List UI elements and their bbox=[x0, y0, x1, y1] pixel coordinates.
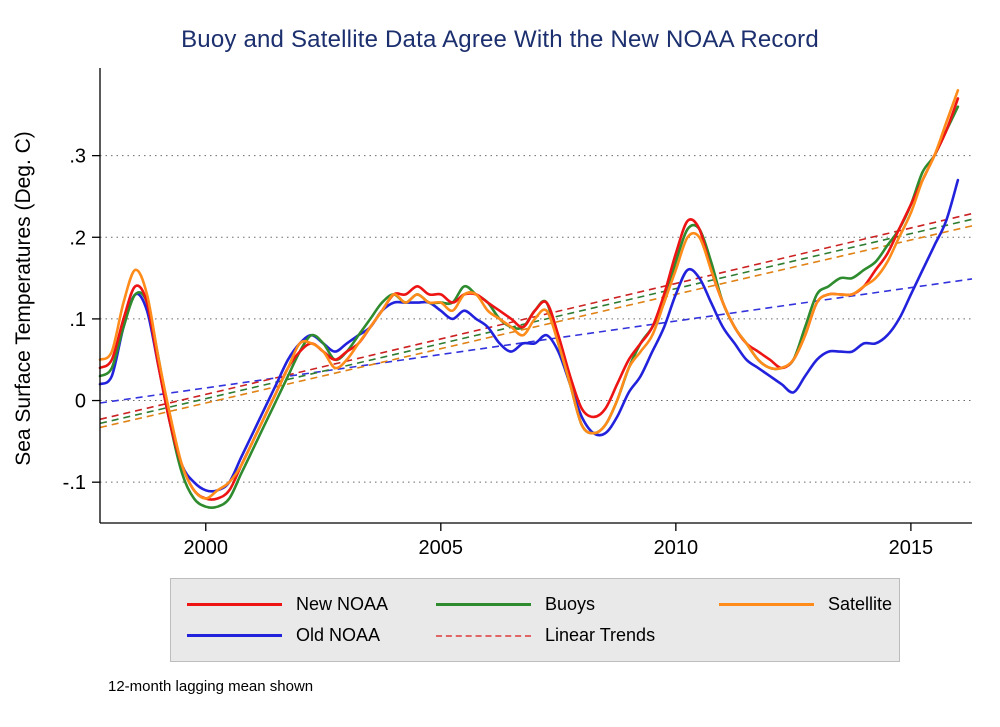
satellite-line-swatch bbox=[719, 603, 814, 606]
legend-item-old-noaa: Old NOAA bbox=[187, 625, 436, 646]
plot-area: -.1 0 .1 .2 .3 2000 2005 2010 2015 Sea Surface Te… bbox=[12, 68, 973, 559]
chart-title: Buoy and Satellite Data Agree With the N… bbox=[181, 26, 819, 53]
legend-item-buoys: Buoys bbox=[436, 594, 719, 615]
legend-item-linear-trends: Linear Trends bbox=[436, 625, 719, 646]
y-tick-label-p3: .3 bbox=[69, 146, 86, 168]
y-tick-label-0: 0 bbox=[75, 391, 86, 413]
legend-label-new-noaa: New NOAA bbox=[296, 594, 389, 614]
linear-trends-dashed-swatch bbox=[436, 634, 531, 637]
legend-item-satellite: Satellite bbox=[719, 594, 899, 615]
series-line-satellite bbox=[98, 89, 960, 500]
y-tick-label-p2: .2 bbox=[69, 227, 86, 249]
y-tick-label--p1: -.1 bbox=[63, 472, 86, 494]
x-tick-label-2010: 2010 bbox=[654, 537, 699, 559]
legend: New NOAA Buoys Satellite Old NOAA Linear… bbox=[170, 578, 900, 662]
chart-footnote: 12-month lagging mean shown bbox=[108, 678, 314, 695]
legend-label-buoys: Buoys bbox=[545, 594, 596, 614]
legend-item-new-noaa: New NOAA bbox=[187, 594, 436, 615]
old-noaa-line-swatch bbox=[187, 634, 282, 637]
legend-label-linear-trends: Linear Trends bbox=[545, 625, 656, 645]
y-axis-label: Sea Surface Temperatures (Deg. C) bbox=[12, 131, 35, 466]
y-tick-label-p1: .1 bbox=[69, 309, 86, 331]
legend-label-old-noaa: Old NOAA bbox=[296, 625, 381, 645]
x-tick-label-2015: 2015 bbox=[889, 537, 934, 559]
trend-line-old-noaa-trend bbox=[99, 278, 973, 404]
series-line-buoys bbox=[98, 105, 960, 509]
new-noaa-line-swatch bbox=[187, 603, 282, 606]
trend-line-buoys-trend bbox=[99, 218, 973, 425]
trend-line-satellite-trend bbox=[99, 225, 973, 429]
buoys-line-swatch bbox=[436, 603, 531, 606]
x-tick-label-2000: 2000 bbox=[184, 537, 229, 559]
x-tick-label-2005: 2005 bbox=[419, 537, 464, 559]
legend-label-satellite: Satellite bbox=[828, 594, 893, 614]
series-line-old-noaa bbox=[98, 178, 960, 493]
